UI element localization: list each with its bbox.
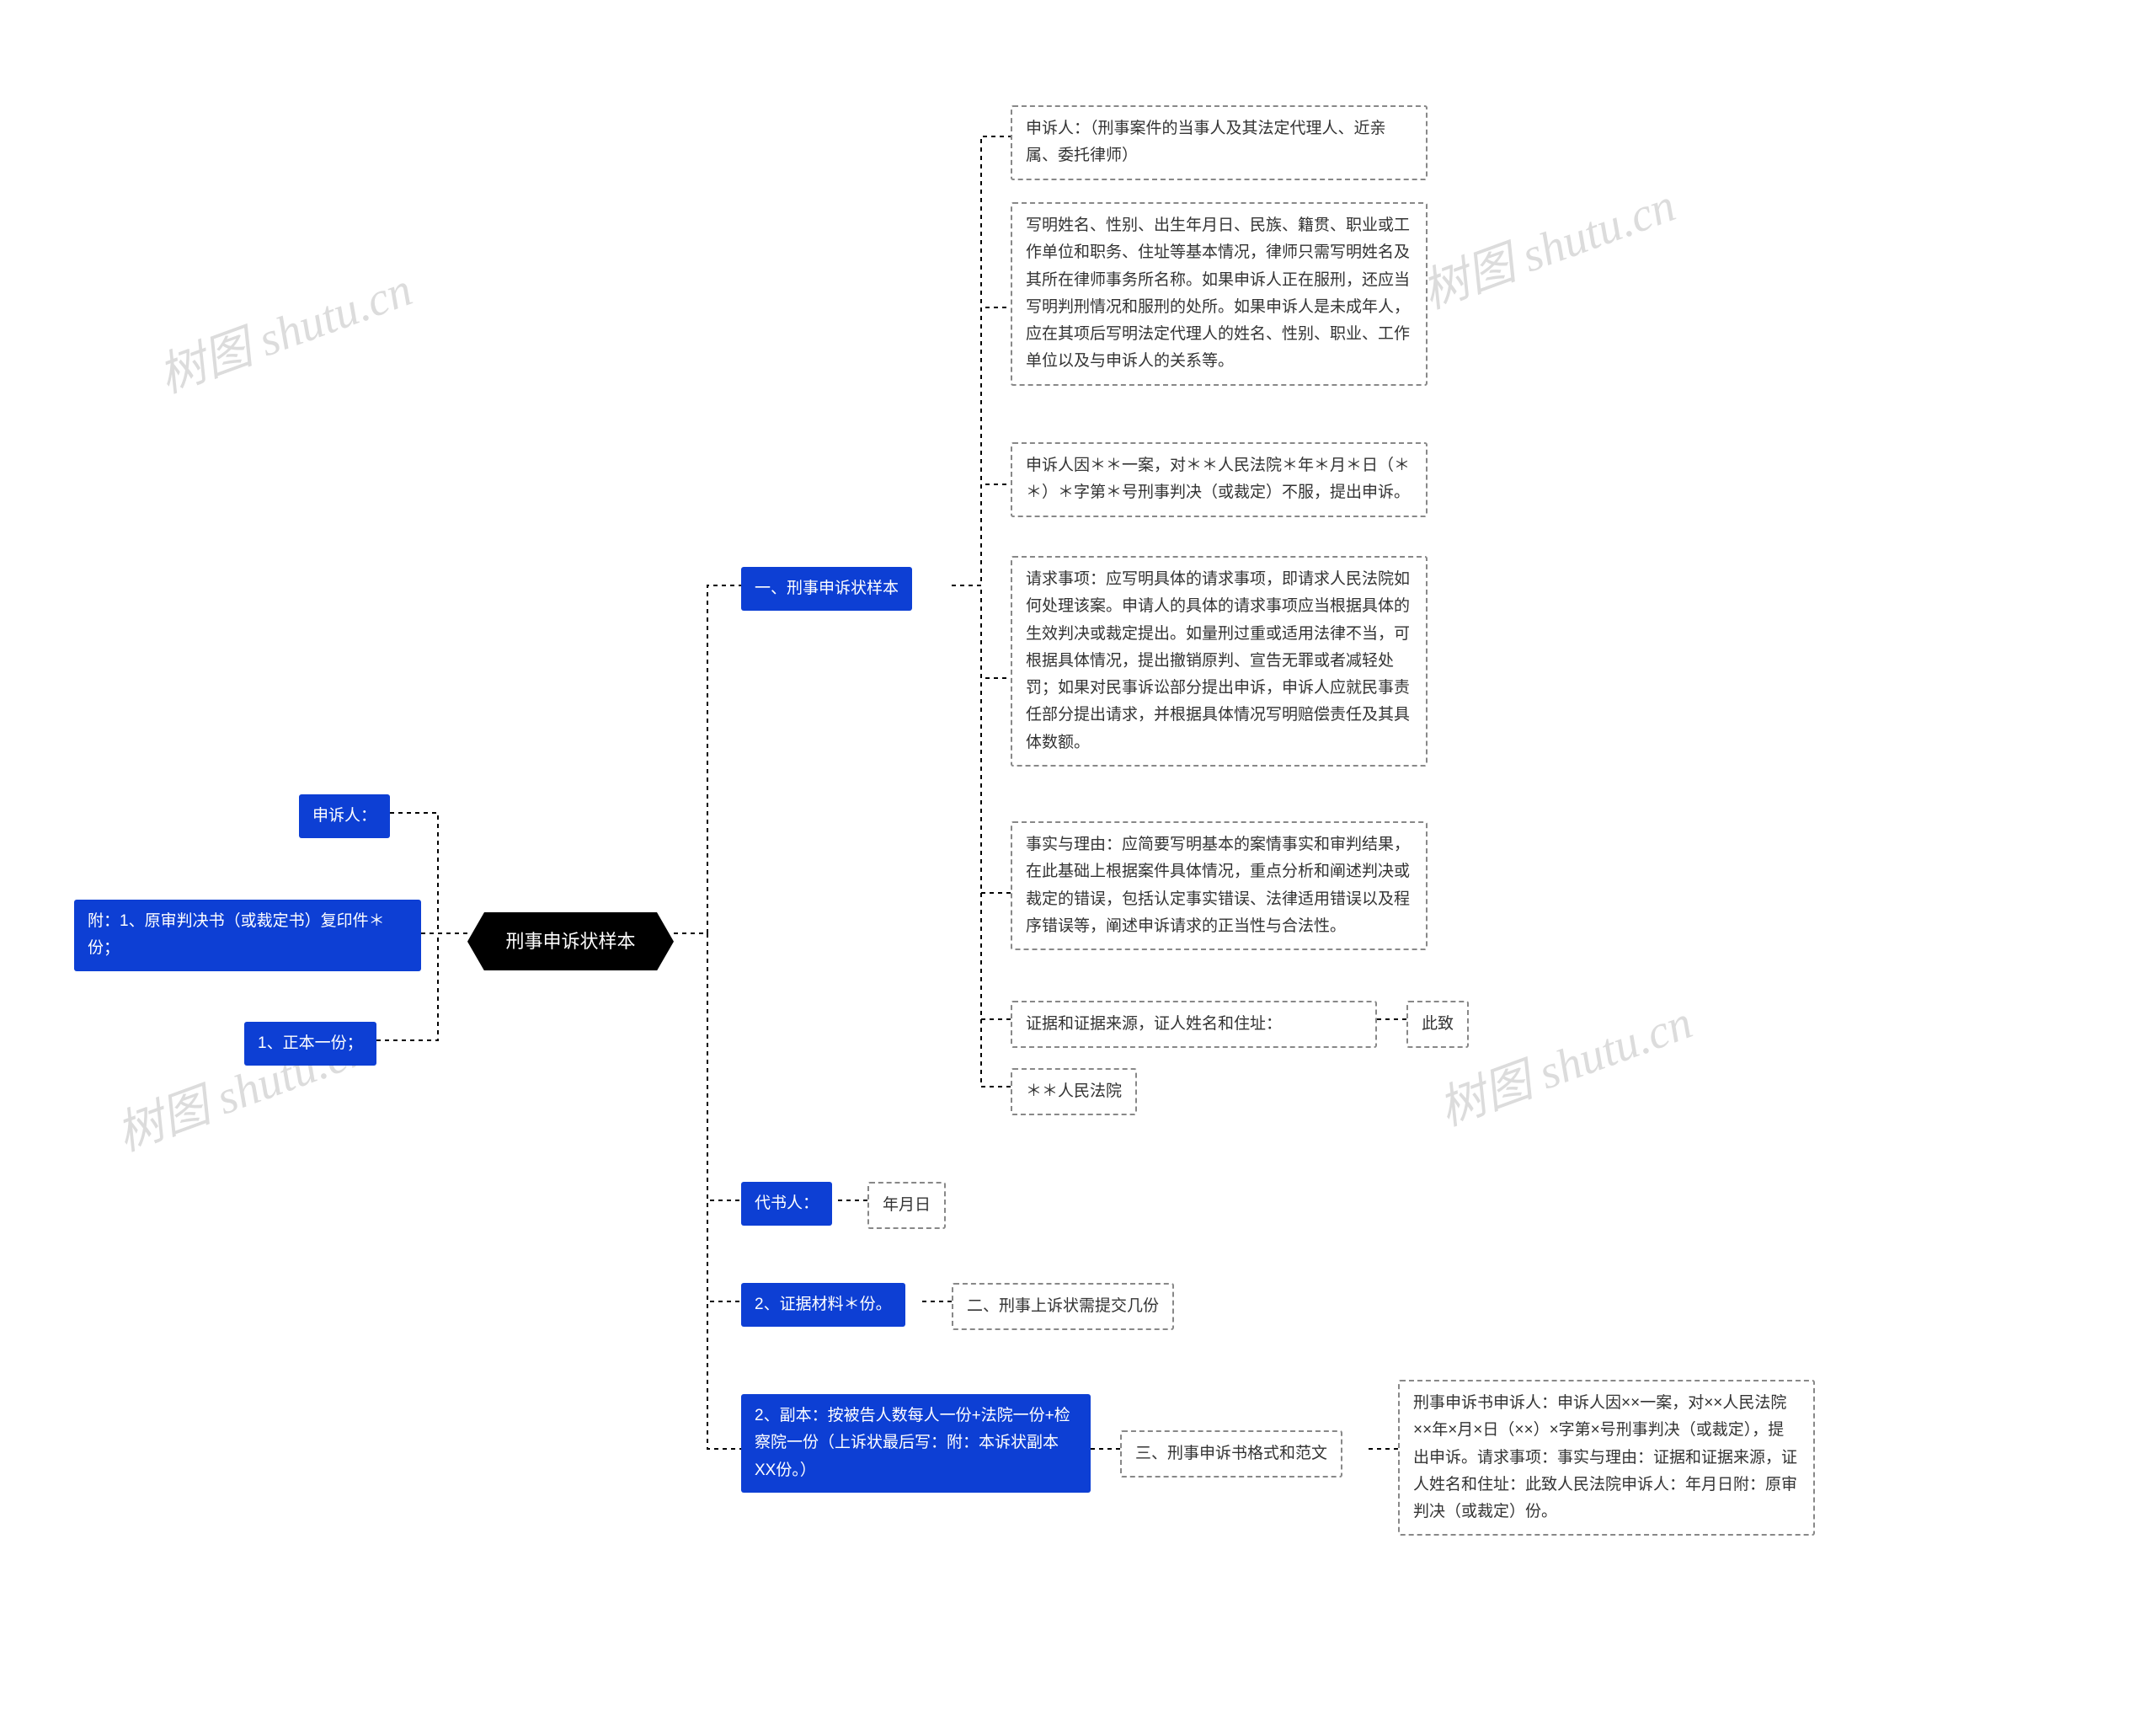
r3-child: 二、刑事上诉状需提交几份 bbox=[952, 1283, 1174, 1330]
watermark: 树图 shutu.cn bbox=[1412, 168, 1684, 323]
right-node-scribe[interactable]: 代书人： bbox=[741, 1182, 832, 1226]
watermark: 树图 shutu.cn bbox=[148, 252, 420, 407]
r2-child: 年月日 bbox=[867, 1182, 946, 1229]
r1-child-5: 事实与理由：应简要写明基本的案情事实和审判结果，在此基础上根据案件具体情况，重点… bbox=[1011, 821, 1428, 950]
watermark: 树图 shutu.cn bbox=[1428, 985, 1700, 1140]
root-node[interactable]: 刑事申诉状样本 bbox=[467, 912, 674, 970]
r1-child-3: 申诉人因＊＊一案，对＊＊人民法院＊年＊月＊日（＊＊）＊字第＊号刑事判决（或裁定）… bbox=[1011, 442, 1428, 517]
right-node-copies[interactable]: 2、副本：按被告人数每人一份+法院一份+检察院一份（上诉状最后写：附：本诉状副本… bbox=[741, 1394, 1091, 1493]
r4-child-2: 刑事申诉书申诉人：申诉人因××一案，对××人民法院××年×月×日（××）×字第×… bbox=[1398, 1380, 1815, 1536]
left-node-petitioner[interactable]: 申诉人： bbox=[299, 794, 390, 838]
r1-child-6: 证据和证据来源，证人姓名和住址： bbox=[1011, 1001, 1377, 1048]
r1-child-7: ＊＊人民法院 bbox=[1011, 1068, 1137, 1115]
right-node-evidence[interactable]: 2、证据材料＊份。 bbox=[741, 1283, 905, 1327]
right-node-section1[interactable]: 一、刑事申诉状样本 bbox=[741, 567, 912, 611]
r1-child-6-sub: 此致 bbox=[1406, 1001, 1469, 1048]
left-node-original[interactable]: 1、正本一份； bbox=[244, 1022, 376, 1066]
r1-child-1: 申诉人：（刑事案件的当事人及其法定代理人、近亲属、委托律师） bbox=[1011, 105, 1428, 180]
left-node-attachment[interactable]: 附：1、原审判决书（或裁定书）复印件＊份； bbox=[74, 900, 421, 971]
r1-child-4: 请求事项：应写明具体的请求事项，即请求人民法院如何处理该案。申请人的具体的请求事… bbox=[1011, 556, 1428, 767]
r4-child-1: 三、刑事申诉书格式和范文 bbox=[1120, 1430, 1342, 1478]
r1-child-2: 写明姓名、性别、出生年月日、民族、籍贯、职业或工作单位和职务、住址等基本情况，律… bbox=[1011, 202, 1428, 386]
